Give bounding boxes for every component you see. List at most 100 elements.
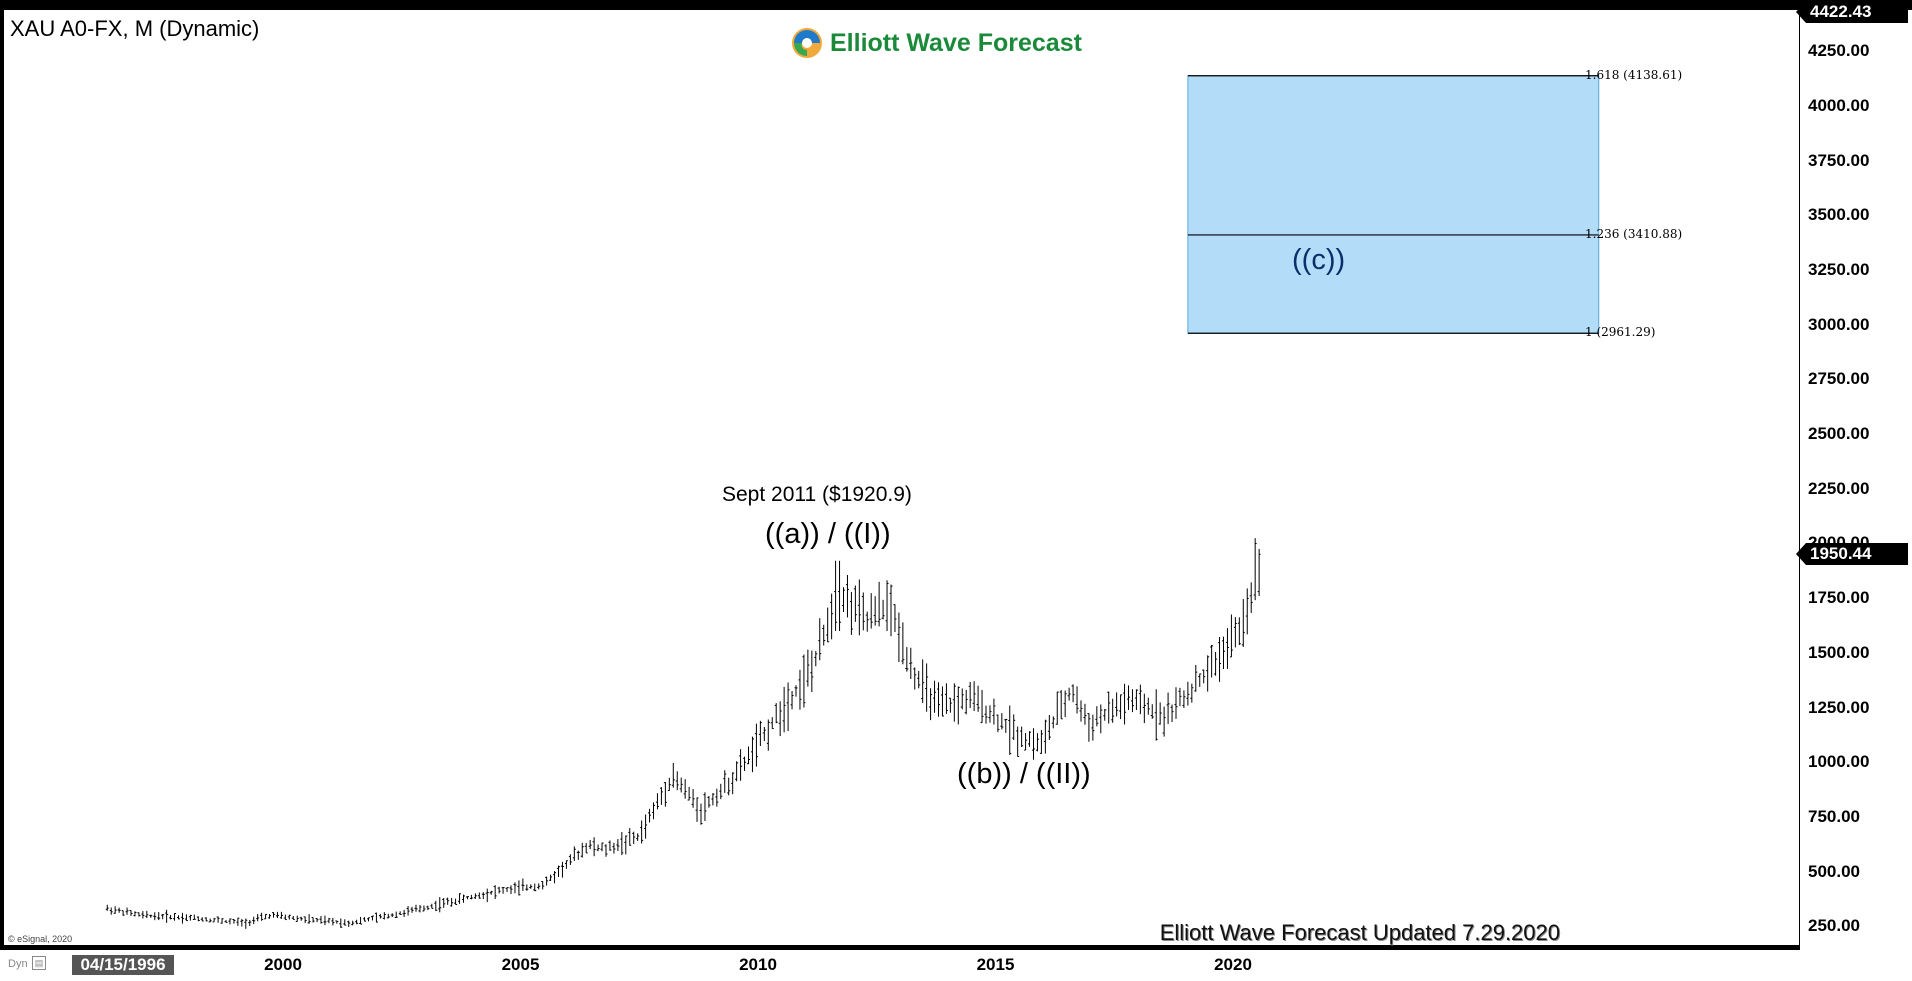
- ohlc-bar[interactable]: [885, 580, 889, 632]
- ohlc-bar[interactable]: [873, 596, 877, 626]
- ohlc-bar[interactable]: [426, 905, 430, 911]
- ohlc-bar[interactable]: [430, 903, 434, 909]
- ohlc-bar[interactable]: [1154, 689, 1158, 741]
- ohlc-bar[interactable]: [291, 915, 295, 920]
- ohlc-bar[interactable]: [462, 894, 465, 903]
- ohlc-bar[interactable]: [778, 701, 782, 737]
- ohlc-bar[interactable]: [960, 688, 964, 710]
- ohlc-bar[interactable]: [1095, 706, 1099, 727]
- ohlc-bar[interactable]: [1103, 708, 1107, 721]
- ohlc-bar[interactable]: [438, 897, 442, 913]
- ohlc-bar[interactable]: [905, 647, 909, 672]
- ohlc-bar[interactable]: [374, 912, 378, 923]
- ohlc-bar[interactable]: [996, 714, 1000, 733]
- ohlc-bar[interactable]: [121, 910, 125, 916]
- ohlc-bar[interactable]: [493, 885, 497, 900]
- ohlc-bar[interactable]: [137, 912, 141, 917]
- ohlc-bar[interactable]: [398, 911, 402, 915]
- ohlc-bar[interactable]: [545, 876, 549, 886]
- ohlc-bar[interactable]: [541, 881, 545, 890]
- ohlc-bar[interactable]: [133, 911, 137, 917]
- ohlc-bar[interactable]: [319, 916, 323, 924]
- ohlc-bar[interactable]: [956, 686, 960, 725]
- ohlc-bar[interactable]: [180, 912, 184, 924]
- ohlc-bar[interactable]: [810, 650, 814, 692]
- ohlc-bar[interactable]: [1162, 706, 1166, 737]
- ohlc-bar[interactable]: [687, 786, 691, 801]
- ohlc-bar[interactable]: [652, 802, 655, 820]
- ohlc-bar[interactable]: [165, 909, 169, 923]
- ohlc-bar[interactable]: [865, 611, 869, 632]
- ohlc-bar[interactable]: [640, 820, 644, 844]
- ohlc-bar[interactable]: [1146, 697, 1150, 715]
- ohlc-bar[interactable]: [937, 682, 940, 717]
- ohlc-bar[interactable]: [1016, 726, 1020, 758]
- ohlc-bar[interactable]: [968, 681, 972, 709]
- ohlc-bar[interactable]: [414, 904, 418, 912]
- ohlc-bar[interactable]: [410, 906, 414, 913]
- ohlc-bar[interactable]: [248, 919, 252, 926]
- ohlc-bar[interactable]: [1182, 690, 1186, 708]
- ohlc-bar[interactable]: [790, 691, 794, 710]
- ohlc-bar[interactable]: [465, 896, 469, 900]
- ohlc-bar[interactable]: [735, 761, 739, 782]
- ohlc-bar[interactable]: [707, 795, 711, 808]
- ohlc-bar[interactable]: [489, 890, 493, 895]
- ohlc-bar[interactable]: [1206, 655, 1210, 692]
- ohlc-bar[interactable]: [826, 607, 830, 643]
- ohlc-bar[interactable]: [315, 918, 319, 923]
- ohlc-bar[interactable]: [1115, 692, 1119, 717]
- ohlc-bar[interactable]: [612, 842, 616, 854]
- ohlc-bar[interactable]: [814, 651, 818, 667]
- ohlc-bar[interactable]: [220, 918, 224, 924]
- ohlc-bar[interactable]: [913, 667, 917, 690]
- ohlc-bar[interactable]: [359, 916, 363, 925]
- ohlc-bar[interactable]: [260, 912, 264, 921]
- ohlc-bar[interactable]: [1202, 669, 1206, 684]
- ohlc-bar[interactable]: [576, 850, 580, 860]
- ohlc-bar[interactable]: [240, 919, 244, 927]
- ohlc-bar[interactable]: [1020, 726, 1024, 748]
- ohlc-bar[interactable]: [533, 883, 537, 892]
- price-chart-svg[interactable]: [4, 10, 1799, 945]
- ohlc-bar[interactable]: [517, 880, 521, 896]
- ohlc-bar[interactable]: [663, 781, 667, 807]
- ohlc-bar[interactable]: [299, 916, 303, 921]
- ohlc-bar[interactable]: [1134, 689, 1138, 711]
- ohlc-bar[interactable]: [806, 649, 810, 687]
- ohlc-bar[interactable]: [786, 682, 790, 732]
- ohlc-bar[interactable]: [770, 717, 774, 730]
- ohlc-bar[interactable]: [731, 772, 735, 795]
- ohlc-bar[interactable]: [628, 828, 632, 846]
- ohlc-bar[interactable]: [818, 618, 822, 661]
- ohlc-bar[interactable]: [857, 579, 861, 636]
- ohlc-bar[interactable]: [216, 916, 220, 923]
- ohlc-bar[interactable]: [572, 846, 576, 861]
- ohlc-bar[interactable]: [513, 882, 517, 894]
- ohlc-bar[interactable]: [845, 574, 849, 618]
- ohlc-bar[interactable]: [648, 808, 652, 823]
- ohlc-bar[interactable]: [521, 878, 525, 891]
- ohlc-bar[interactable]: [228, 918, 232, 925]
- ohlc-bar[interactable]: [295, 915, 299, 922]
- ohlc-bar[interactable]: [149, 914, 153, 918]
- ohlc-bar[interactable]: [418, 905, 422, 913]
- ohlc-bar[interactable]: [1047, 714, 1051, 740]
- ohlc-bar[interactable]: [964, 689, 968, 715]
- ohlc-bar[interactable]: [525, 884, 529, 891]
- ohlc-bar[interactable]: [446, 897, 450, 905]
- price-axis[interactable]: [1800, 10, 1912, 981]
- ohlc-bar[interactable]: [703, 792, 707, 822]
- ohlc-bar[interactable]: [1012, 714, 1016, 740]
- ohlc-bar[interactable]: [889, 584, 893, 637]
- ohlc-bar[interactable]: [343, 919, 347, 926]
- ohlc-bar[interactable]: [363, 917, 367, 922]
- ohlc-bar[interactable]: [727, 777, 731, 796]
- ohlc-bar[interactable]: [636, 833, 640, 841]
- ohlc-bar[interactable]: [311, 917, 315, 923]
- ohlc-bar[interactable]: [252, 916, 256, 925]
- ohlc-bar[interactable]: [283, 914, 287, 921]
- ohlc-bar[interactable]: [339, 918, 343, 928]
- ohlc-bar[interactable]: [893, 604, 897, 633]
- ohlc-bar[interactable]: [351, 920, 355, 926]
